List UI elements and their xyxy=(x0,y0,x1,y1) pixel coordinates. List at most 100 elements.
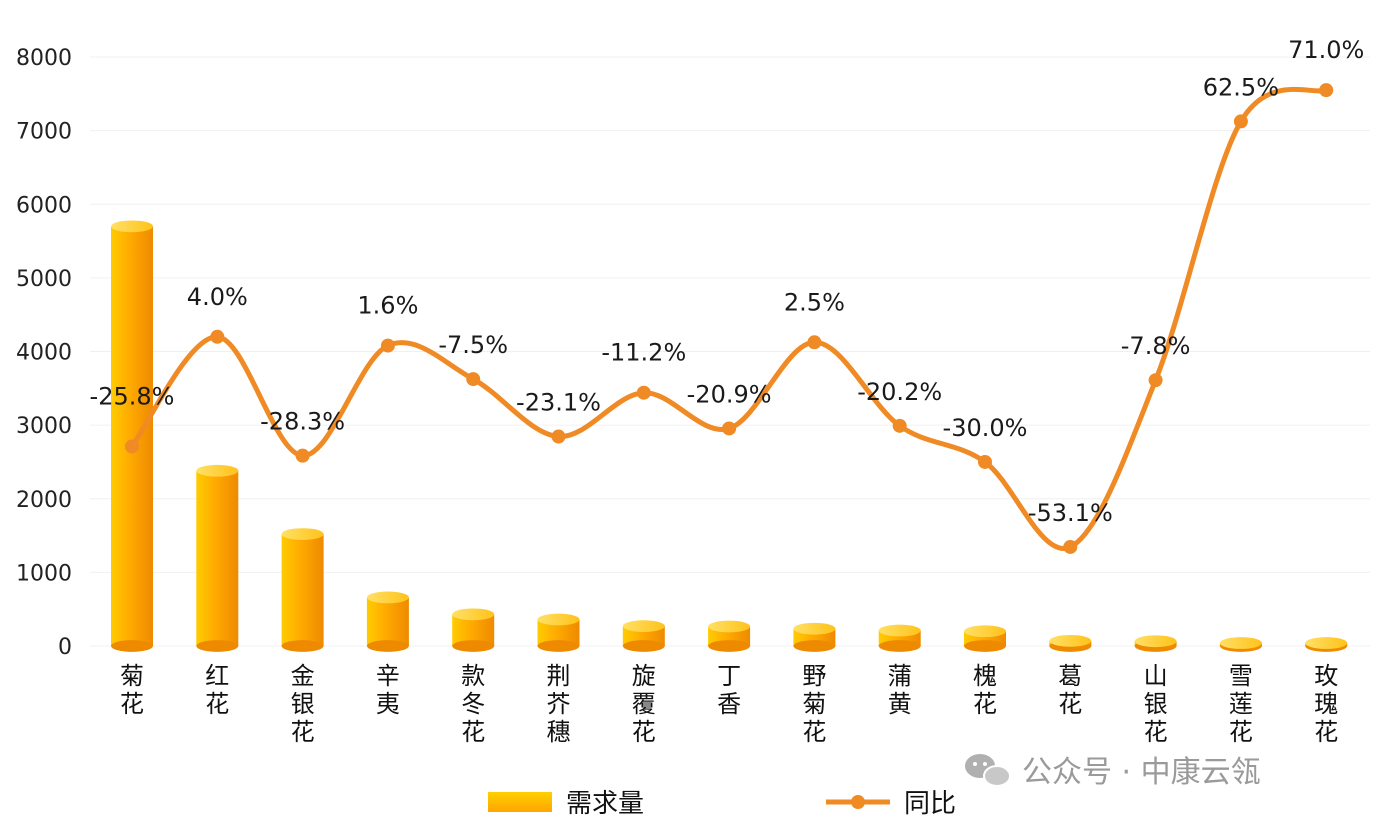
data-label: 4.0% xyxy=(187,283,248,311)
y-tick-label: 2000 xyxy=(16,488,72,513)
bar-cap xyxy=(1305,637,1348,649)
x-tick-label: 旋覆花 xyxy=(632,662,656,746)
bar xyxy=(196,464,239,652)
x-tick-text: 款冬花 xyxy=(461,662,485,746)
y-tick-label: 6000 xyxy=(16,193,72,218)
data-label: -20.2% xyxy=(857,378,942,406)
bar-cap xyxy=(281,528,324,540)
watermark: 公众号 · 中康云瓴 xyxy=(965,754,1261,790)
bar-cap xyxy=(1049,634,1092,647)
bar-base xyxy=(964,640,1006,652)
y-tick-label: 1000 xyxy=(16,561,72,586)
x-tick-label: 雪莲花 xyxy=(1229,662,1253,746)
bar-cap xyxy=(708,620,751,633)
bar-base xyxy=(793,640,836,652)
bar xyxy=(1305,637,1348,652)
bar-base xyxy=(196,640,239,652)
data-label: -25.8% xyxy=(90,382,175,410)
legend-line-marker xyxy=(851,795,865,809)
bar xyxy=(281,528,324,652)
bar-cap xyxy=(1219,637,1262,649)
x-tick-text: 野菊花 xyxy=(802,662,826,746)
y-tick-label: 3000 xyxy=(16,414,72,439)
y-tick-label: 7000 xyxy=(16,120,72,145)
bar-cap xyxy=(622,620,665,633)
bar-base xyxy=(452,640,495,652)
bar xyxy=(366,591,409,652)
data-label: -23.1% xyxy=(516,389,601,417)
x-tick-text: 葛花 xyxy=(1058,662,1082,718)
data-label: 1.6% xyxy=(357,292,418,320)
watermark-text: 公众号 · 中康云瓴 xyxy=(1022,755,1261,790)
x-tick-label: 蒲黄 xyxy=(888,662,912,718)
bar-cap xyxy=(452,608,495,621)
bar-cap xyxy=(196,464,239,477)
x-tick-label: 丁香 xyxy=(717,662,741,718)
bar-base xyxy=(111,640,153,652)
line-point xyxy=(722,421,737,436)
line-point xyxy=(1063,539,1078,554)
x-tick-text: 菊花 xyxy=(120,662,144,718)
x-tick-text: 红花 xyxy=(205,662,229,718)
legend-bar-swatch xyxy=(488,792,552,812)
line-path xyxy=(129,86,1329,552)
x-tick-label: 荆芥穗 xyxy=(547,662,571,746)
bar-base xyxy=(281,640,324,652)
x-tick-label: 金银花 xyxy=(291,662,315,746)
bar-cap xyxy=(793,622,836,635)
data-label: -11.2% xyxy=(601,339,686,367)
y-tick-label: 4000 xyxy=(16,341,72,366)
x-tick-text: 雪莲花 xyxy=(1229,662,1253,746)
x-tick-text: 旋覆花 xyxy=(632,662,656,746)
line-point xyxy=(892,418,907,433)
x-tick-label: 菊花 xyxy=(120,662,144,718)
x-tick-label: 野菊花 xyxy=(802,662,826,746)
bar xyxy=(1219,637,1262,652)
wechat-icon xyxy=(965,754,1011,787)
y-tick-label: 8000 xyxy=(16,46,72,71)
bar-cap xyxy=(878,624,921,637)
bar-base xyxy=(622,640,665,652)
bar-cap xyxy=(366,591,409,604)
legend-bar-label: 需求量 xyxy=(566,789,644,819)
data-label: -7.8% xyxy=(1121,332,1191,360)
bar-body xyxy=(366,597,409,646)
bar-body xyxy=(196,470,239,646)
bar xyxy=(708,620,751,652)
bar xyxy=(964,625,1006,652)
y-axis: 0 1000 2000 3000 4000 5000 6000 7000 8000 xyxy=(16,46,72,660)
y-tick-label: 0 xyxy=(58,635,72,660)
data-label: 62.5% xyxy=(1203,73,1279,101)
line-point xyxy=(210,329,225,344)
x-tick-label: 山银花 xyxy=(1144,662,1168,746)
bar xyxy=(537,613,580,652)
line-point xyxy=(978,454,992,469)
x-tick-text: 蒲黄 xyxy=(888,662,912,718)
bar-base xyxy=(366,640,409,652)
line-point xyxy=(807,335,822,350)
data-label: -28.3% xyxy=(260,408,345,436)
bar xyxy=(1134,635,1177,652)
data-label: -53.1% xyxy=(1028,499,1113,527)
line-point xyxy=(551,429,566,444)
line-point xyxy=(125,439,139,454)
line-point xyxy=(636,385,651,400)
data-label: 71.0% xyxy=(1288,36,1364,64)
bar-cap xyxy=(1134,635,1177,648)
bar-body xyxy=(111,226,153,646)
legend: 需求量 同比 xyxy=(488,789,956,819)
bar-base xyxy=(537,640,580,652)
x-tick-text: 丁香 xyxy=(717,662,741,718)
bar-series-demand xyxy=(111,220,1348,652)
bar-cap xyxy=(964,625,1006,638)
x-tick-label: 红花 xyxy=(205,662,229,718)
legend-line-label: 同比 xyxy=(904,789,956,819)
bar-cap xyxy=(537,613,580,626)
x-tick-text: 金银花 xyxy=(291,662,315,746)
x-tick-label: 葛花 xyxy=(1058,662,1082,718)
x-tick-text: 山银花 xyxy=(1144,662,1168,746)
x-tick-label: 款冬花 xyxy=(461,662,485,746)
bar xyxy=(878,624,921,652)
